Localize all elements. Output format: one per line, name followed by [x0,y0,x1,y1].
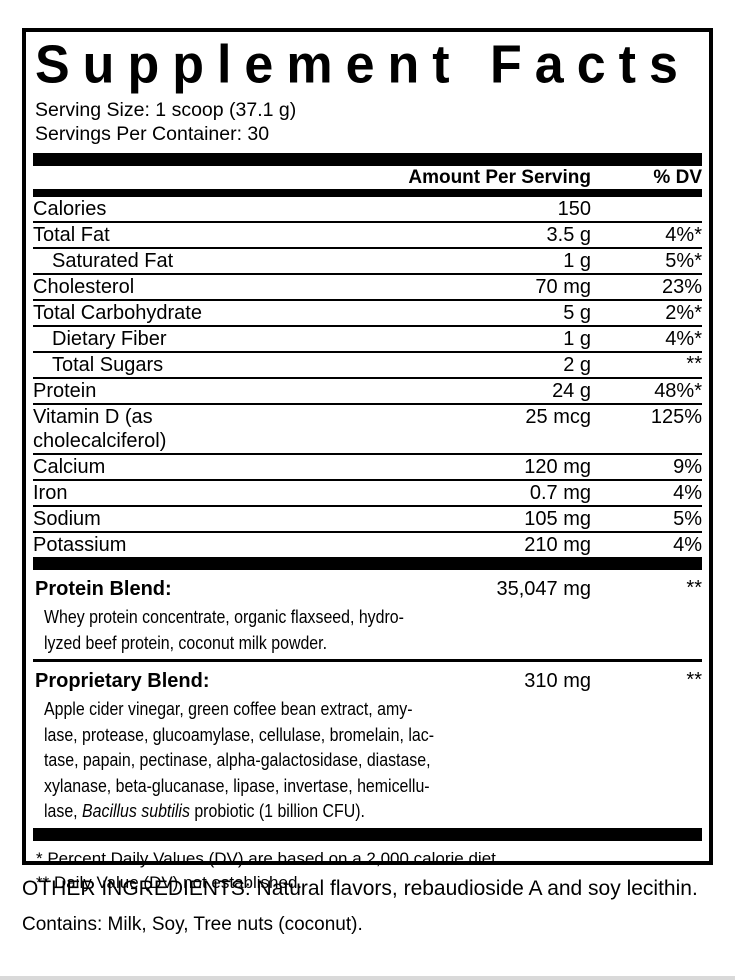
nutrient-dv: 4% [673,482,702,504]
description-line: tase, papain, pectinase, alpha-galactosi… [44,749,431,770]
contains-statement: Contains: Milk, Soy, Tree nuts (coconut)… [22,914,363,935]
nutrient-name: Total Sugars [52,354,164,376]
panel-title: Supplement Facts [35,34,691,96]
nutrient-dv: 4%* [665,224,702,246]
nutrient-amount: 105 mg [524,508,591,530]
nutrient-amount: 150 [557,198,591,220]
nutrient-name: Total Fat [33,224,110,246]
serving-info: Serving Size: 1 scoop (37.1 g) Servings … [35,99,702,146]
column-header-dv: % DV [653,167,702,188]
description-line: xylanase, beta-glucanase, lipase, invert… [44,774,430,796]
nutrient-row-saturated-fat: Saturated Fat 1 g 5%* [33,247,702,273]
blend-name: Proprietary Blend: [35,670,210,692]
blend-amount: 310 mg [524,670,591,692]
nutrient-dv: 23% [661,276,702,298]
blend-amount: 35,047 mg [496,578,591,600]
nutrient-amount: 70 mg [535,276,591,298]
nutrient-name: Cholesterol [33,276,135,298]
supplement-facts-panel: Supplement Facts Serving Size: 1 scoop (… [22,28,713,892]
nutrient-row-cholesterol: Cholesterol 70 mg 23% [33,273,702,299]
protein-blend-description: Whey protein concentrate, organic flaxse… [44,604,610,655]
mid-separator-line [33,659,702,662]
nutrient-amount: 25 mcg [525,406,591,428]
column-header-amount: Amount Per Serving [408,167,591,188]
description-text: lase, [44,800,83,821]
nutrient-name: Protein [33,380,97,402]
nutrient-name: Calcium [33,456,106,478]
cropped-bottom-bar [0,976,735,980]
nutrient-dv: 2%* [665,302,702,324]
table-header-row: Amount Per Serving % DV [33,166,702,189]
nutrient-amount: 5 g [563,302,591,324]
proprietary-blend-description: Apple cider vinegar, green coffee bean e… [44,696,610,824]
nutrient-name: Total Carbohydrate [33,302,202,324]
description-line: lase, protease, glucoamylase, cellulase,… [44,723,434,745]
description-line: lyzed beef protein, coconut milk powder. [44,631,328,653]
nutrient-dv: ** [686,353,702,375]
nutrient-amount: 210 mg [524,534,591,556]
footnote-daily-values: * Percent Daily Values (DV) are based on… [36,848,501,868]
description-line: Whey protein concentrate, organic flaxse… [44,606,404,627]
nutrient-row-iron: Iron 0.7 mg 4% [33,479,702,505]
other-ingredients: OTHER INGREDIENTS: Natural flavors, reba… [22,876,722,902]
nutrient-row-calories: Calories 150 [33,197,702,221]
nutrient-name: Dietary Fiber [52,328,167,350]
nutrient-name: Vitamin D (as cholecalciferol) [33,406,167,452]
proprietary-blend-row: Proprietary Blend: 310 mg ** [33,668,702,694]
nutrient-row-total-fat: Total Fat 3.5 g 4%* [33,221,702,247]
nutrient-dv: 4% [673,534,702,556]
thick-separator-bar [33,827,702,841]
nutrient-dv: 9% [673,456,702,478]
bacillus-subtilis-italic: Bacillus subtilis [82,800,190,821]
header-separator-bar [33,189,702,197]
footnote-dv-not-established: ** Daily Value (DV) not established. [36,872,303,892]
nutrient-dv: 5%* [665,250,702,272]
nutrient-amount: 3.5 g [546,224,591,246]
nutrient-row-calcium: Calcium 120 mg 9% [33,453,702,479]
other-ingredients-text: Natural flavors, rebaudioside A and soy … [250,877,698,900]
thick-separator-bar [33,153,702,166]
nutrient-amount: 2 g [563,354,591,376]
nutrient-row-total-carbohydrate: Total Carbohydrate 5 g 2%* [33,299,702,325]
nutrient-amount: 24 g [552,380,591,402]
nutrient-amount: 120 mg [524,456,591,478]
other-ingredients-label: OTHER INGREDIENTS: [22,877,251,900]
footnotes: * Percent Daily Values (DV) are based on… [36,847,702,895]
nutrient-dv: 125% [650,406,702,428]
nutrient-amount: 0.7 mg [529,482,591,504]
nutrient-dv: 48%* [654,380,702,402]
nutrient-dv: 4%* [665,328,702,350]
blend-name: Protein Blend: [35,578,172,600]
description-text: probiotic (1 billion CFU). [189,800,365,821]
blend-dv: ** [686,669,702,691]
nutrient-name: Sodium [33,508,101,530]
nutrient-name: Saturated Fat [52,250,174,272]
nutrient-row-dietary-fiber: Dietary Fiber 1 g 4%* [33,325,702,351]
nutrient-row-vitamin-d: Vitamin D (as cholecalciferol) 25 mcg 12… [33,403,702,453]
serving-size: Serving Size: 1 scoop (37.1 g) [35,99,297,121]
nutrient-name: Iron [33,482,68,504]
nutrient-dv: 5% [673,508,702,530]
description-line: Apple cider vinegar, green coffee bean e… [44,698,413,719]
nutrient-name: Potassium [33,534,127,556]
blend-dv: ** [686,577,702,599]
nutrient-amount: 1 g [563,250,591,272]
nutrient-row-protein: Protein 24 g 48%* [33,377,702,403]
description-line: lase, Bacillus subtilis probiotic (1 bil… [44,798,610,824]
nutrient-amount: 1 g [563,328,591,350]
nutrient-name: Calories [33,198,107,220]
nutrient-table: Calories 150 Total Fat 3.5 g 4%* Saturat… [33,197,702,557]
nutrient-row-sodium: Sodium 105 mg 5% [33,505,702,531]
protein-blend-row: Protein Blend: 35,047 mg ** [33,576,702,602]
nutrient-row-potassium: Potassium 210 mg 4% [33,531,702,557]
thick-separator-bar [33,557,702,570]
servings-per-container: Servings Per Container: 30 [35,122,270,145]
nutrient-row-total-sugars: Total Sugars 2 g ** [33,351,702,377]
